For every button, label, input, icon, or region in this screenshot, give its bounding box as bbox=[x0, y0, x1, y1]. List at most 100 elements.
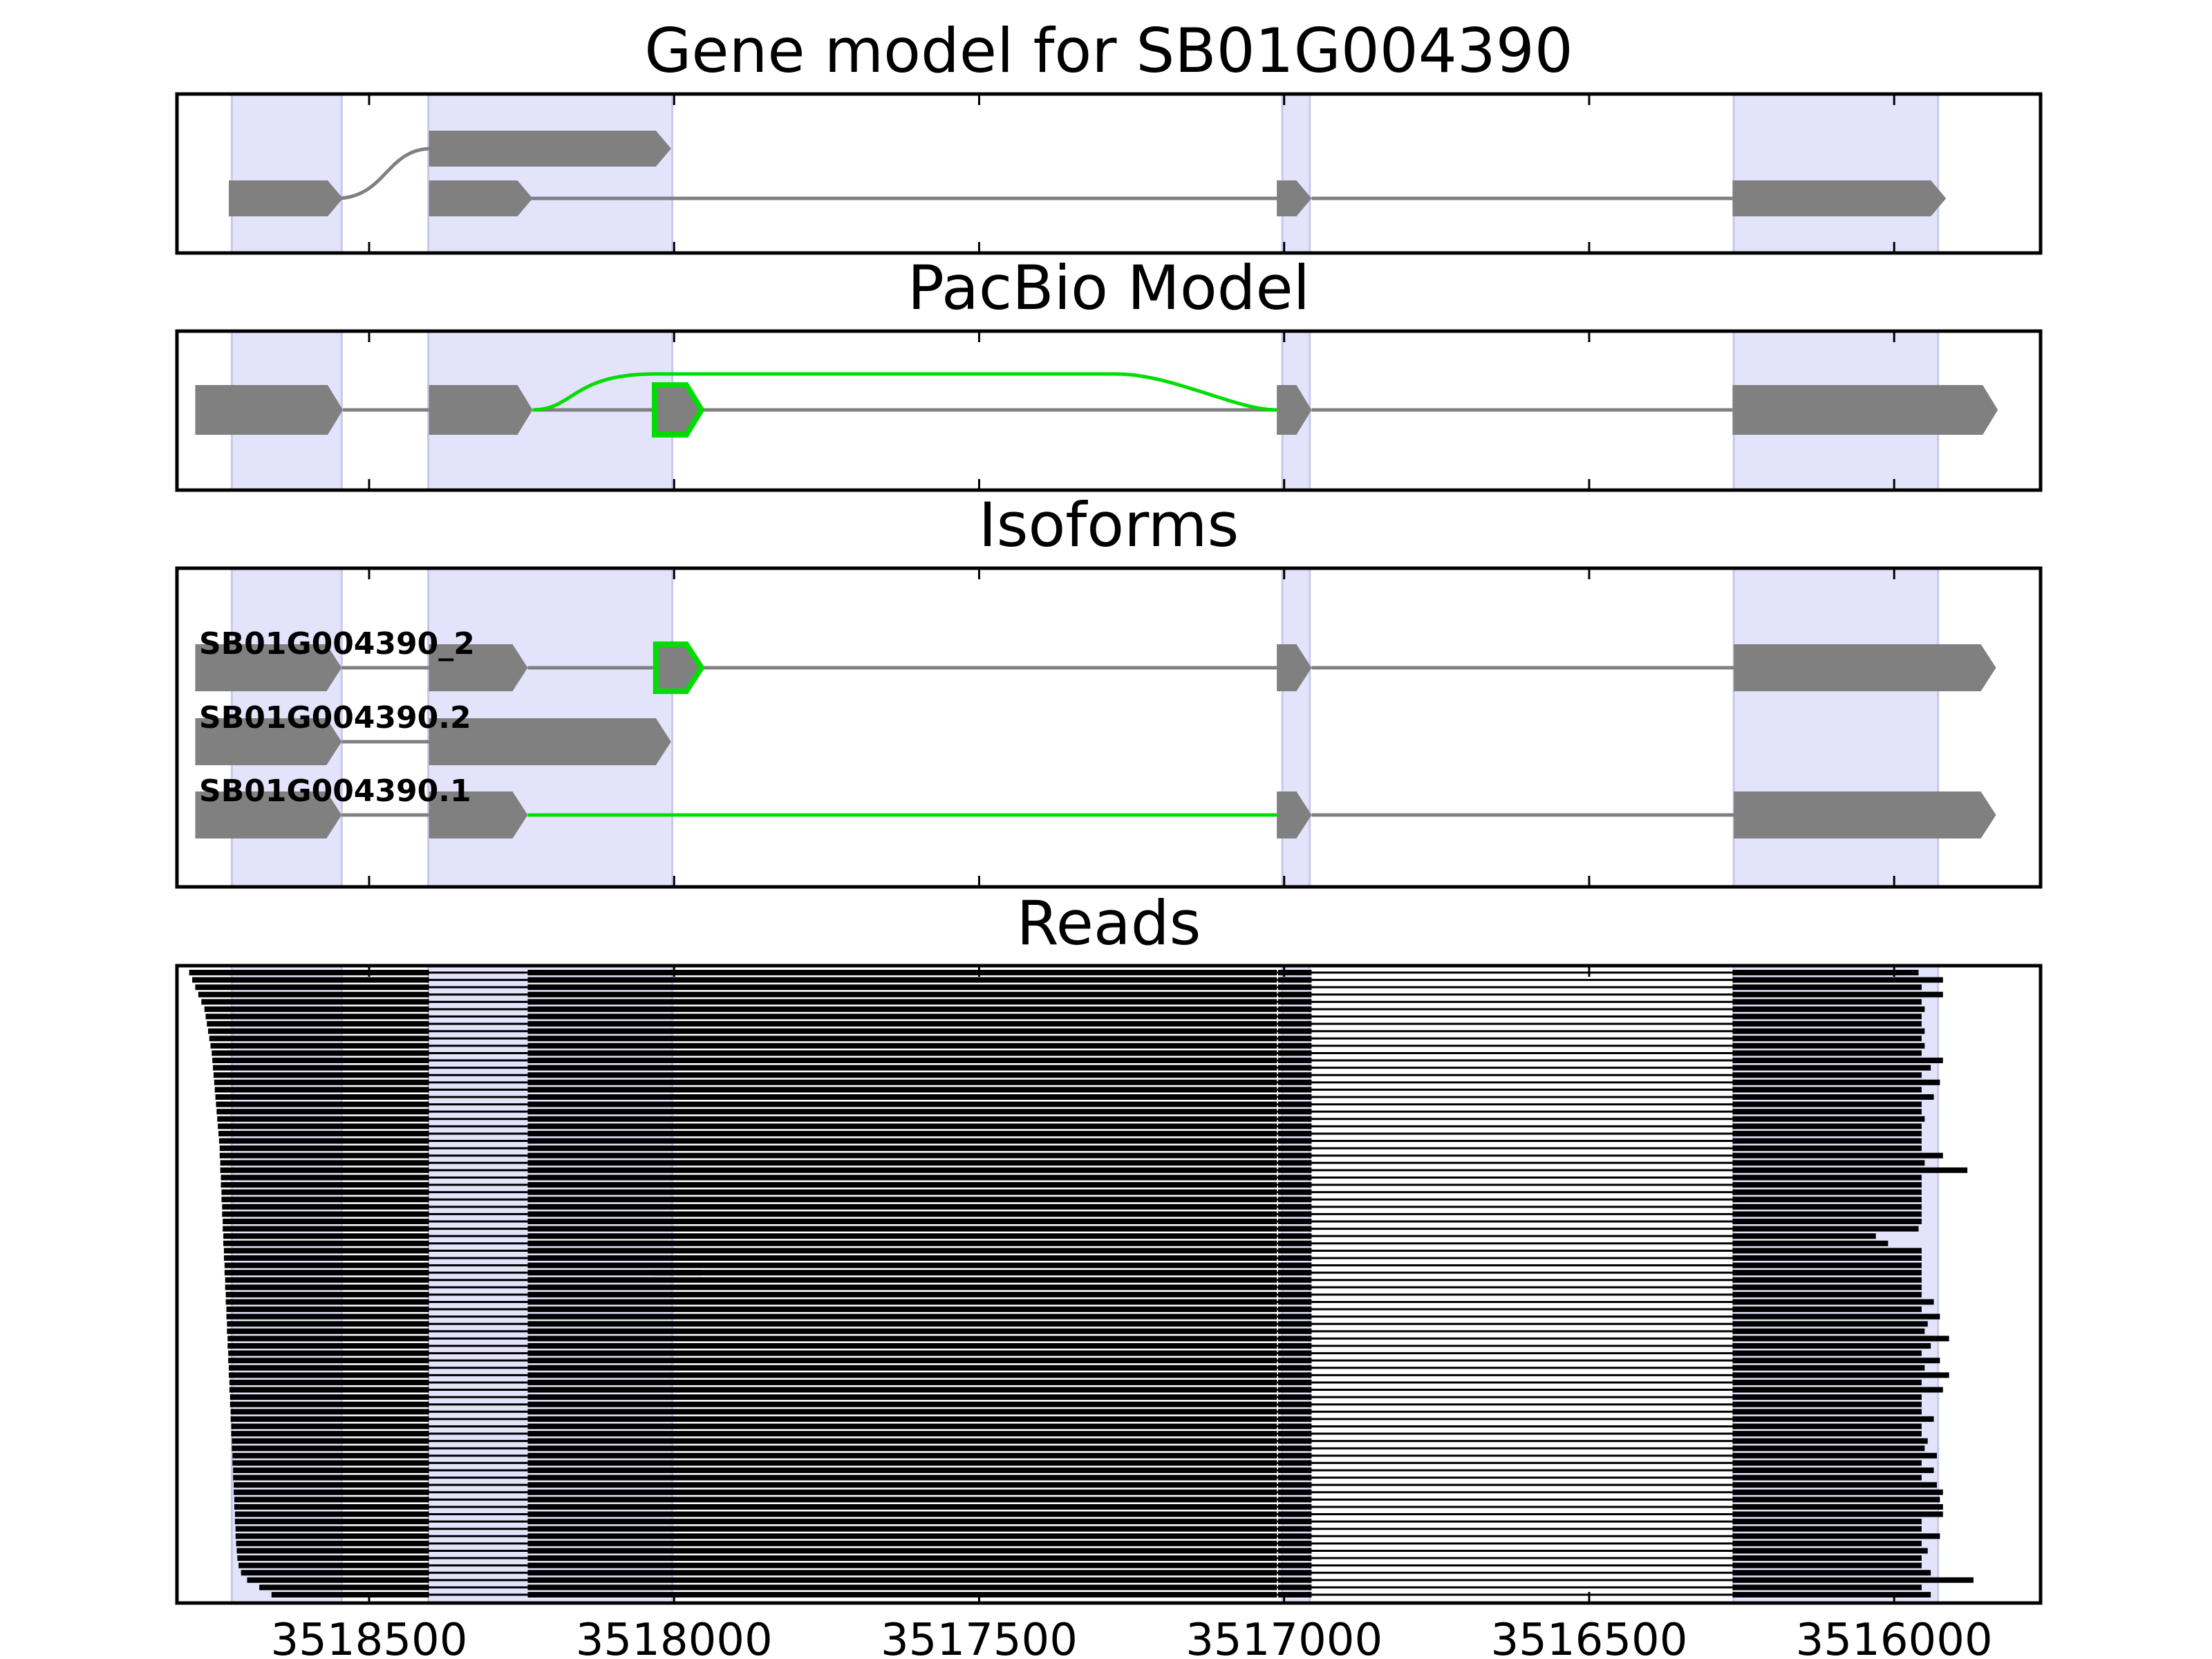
read-57-block-3 bbox=[1277, 1379, 1312, 1385]
read-67-block-2 bbox=[527, 1452, 1277, 1459]
read-12-block-1 bbox=[212, 1050, 429, 1056]
read-7-block-3 bbox=[1277, 1013, 1312, 1020]
read-19-block-4 bbox=[1732, 1101, 1922, 1107]
isoforms-lane-1-exon-1 bbox=[195, 644, 342, 691]
pacbio-model-lane-1-highlight-exon-1 bbox=[651, 382, 705, 438]
read-74-block-1 bbox=[234, 1503, 429, 1510]
gene-model-lane-1-exon-1 bbox=[429, 131, 671, 167]
read-36-block-2 bbox=[527, 1226, 1277, 1232]
read-42-block-2 bbox=[527, 1270, 1277, 1276]
reads-shaded-region-1 bbox=[230, 964, 343, 1604]
read-48-block-2 bbox=[527, 1313, 1277, 1320]
read-77-block-4 bbox=[1732, 1526, 1922, 1532]
reads-shaded-region-4 bbox=[1732, 964, 1940, 1604]
read-56-block-4 bbox=[1732, 1372, 1949, 1378]
read-43-block-2 bbox=[527, 1277, 1277, 1283]
read-85-block-2 bbox=[527, 1584, 1277, 1591]
read-14-block-2 bbox=[527, 1065, 1277, 1071]
read-86-block-1 bbox=[271, 1592, 429, 1597]
read-83-block-2 bbox=[527, 1570, 1277, 1576]
isoforms-lane-3-exon-1 bbox=[195, 791, 342, 838]
read-66-block-3 bbox=[1277, 1445, 1312, 1452]
read-36-block-4 bbox=[1732, 1226, 1919, 1232]
read-47-block-1 bbox=[226, 1306, 429, 1313]
read-38-block-2 bbox=[527, 1240, 1277, 1246]
reads-panel bbox=[175, 964, 2043, 1605]
read-12-block-4 bbox=[1732, 1050, 1922, 1056]
read-44-block-1 bbox=[225, 1284, 429, 1291]
read-25-block-4 bbox=[1732, 1145, 1922, 1152]
read-24-block-3 bbox=[1277, 1138, 1312, 1144]
pacbio-model-splice-arc bbox=[532, 372, 1277, 412]
read-27-block-4 bbox=[1732, 1160, 1925, 1166]
read-63-block-3 bbox=[1277, 1423, 1312, 1430]
read-68-block-4 bbox=[1732, 1460, 1922, 1466]
read-77-block-2 bbox=[527, 1526, 1277, 1532]
read-13-block-1 bbox=[212, 1058, 429, 1064]
read-47-block-4 bbox=[1732, 1306, 1922, 1313]
read-3-block-4 bbox=[1732, 984, 1922, 991]
read-43-block-3 bbox=[1277, 1277, 1312, 1283]
read-80-block-1 bbox=[236, 1548, 429, 1554]
read-34-block-4 bbox=[1732, 1211, 1922, 1217]
read-18-block-1 bbox=[215, 1094, 429, 1100]
read-20-block-2 bbox=[527, 1109, 1277, 1115]
read-44-block-2 bbox=[527, 1284, 1277, 1291]
read-31-block-1 bbox=[221, 1189, 429, 1195]
read-30-block-1 bbox=[221, 1182, 429, 1188]
read-10-block-2 bbox=[527, 1035, 1277, 1042]
read-60-block-3 bbox=[1277, 1401, 1312, 1407]
read-32-block-1 bbox=[221, 1197, 429, 1203]
gene-model-frame bbox=[175, 92, 2043, 255]
read-74-block-4 bbox=[1732, 1503, 1943, 1510]
read-35-block-4 bbox=[1732, 1219, 1922, 1224]
isoforms-lane-1-highlight-exon-1 bbox=[653, 641, 705, 694]
read-64-block-3 bbox=[1277, 1431, 1312, 1437]
read-3-block-3 bbox=[1277, 984, 1312, 991]
read-53-block-1 bbox=[228, 1350, 429, 1356]
read-9-block-4 bbox=[1732, 1028, 1925, 1034]
read-41-block-4 bbox=[1732, 1262, 1922, 1268]
gene-model-shaded-region-3 bbox=[1281, 93, 1311, 254]
read-6-block-1 bbox=[204, 1006, 429, 1012]
read-56-block-1 bbox=[229, 1372, 429, 1378]
read-76-block-1 bbox=[234, 1519, 429, 1525]
read-63-block-1 bbox=[231, 1423, 429, 1430]
read-24-block-1 bbox=[218, 1138, 429, 1144]
read-43-block-4 bbox=[1732, 1277, 1922, 1283]
read-36-block-1 bbox=[223, 1226, 429, 1232]
read-78-block-1 bbox=[235, 1533, 429, 1539]
read-50-block-3 bbox=[1277, 1328, 1312, 1334]
isoform-label-3: SB01G004390.1 bbox=[199, 774, 471, 809]
read-70-block-2 bbox=[527, 1474, 1277, 1481]
isoforms-lane-1-exon-4 bbox=[1734, 644, 1996, 691]
read-8-block-4 bbox=[1732, 1021, 1922, 1027]
read-7-block-2 bbox=[527, 1013, 1277, 1020]
read-45-block-2 bbox=[527, 1291, 1277, 1297]
read-31-block-2 bbox=[527, 1189, 1277, 1195]
read-48-block-3 bbox=[1277, 1313, 1312, 1320]
read-54-block-2 bbox=[527, 1358, 1277, 1364]
read-15-block-1 bbox=[213, 1072, 429, 1078]
read-69-block-1 bbox=[233, 1468, 429, 1473]
gene-model-lane-2-exon-1 bbox=[229, 180, 344, 216]
read-30-block-2 bbox=[527, 1182, 1277, 1188]
read-42-block-4 bbox=[1732, 1270, 1922, 1276]
reads-frame bbox=[175, 964, 2043, 1605]
read-24-block-2 bbox=[527, 1138, 1277, 1144]
read-38-block-4 bbox=[1732, 1240, 1888, 1246]
read-78-block-4 bbox=[1732, 1533, 1940, 1539]
read-3-block-1 bbox=[195, 984, 429, 991]
read-32-block-2 bbox=[527, 1197, 1277, 1203]
read-51-block-2 bbox=[527, 1335, 1277, 1342]
read-37-block-4 bbox=[1732, 1233, 1876, 1239]
read-73-block-2 bbox=[527, 1497, 1277, 1503]
read-62-block-1 bbox=[230, 1416, 429, 1422]
isoform-label-2: SB01G004390.2 bbox=[199, 700, 471, 735]
read-38-block-1 bbox=[223, 1240, 429, 1246]
read-49-block-2 bbox=[527, 1321, 1277, 1327]
read-79-block-3 bbox=[1277, 1540, 1312, 1546]
read-51-block-4 bbox=[1732, 1335, 1949, 1342]
read-31-block-3 bbox=[1277, 1189, 1312, 1195]
read-84-block-4 bbox=[1732, 1577, 1974, 1583]
